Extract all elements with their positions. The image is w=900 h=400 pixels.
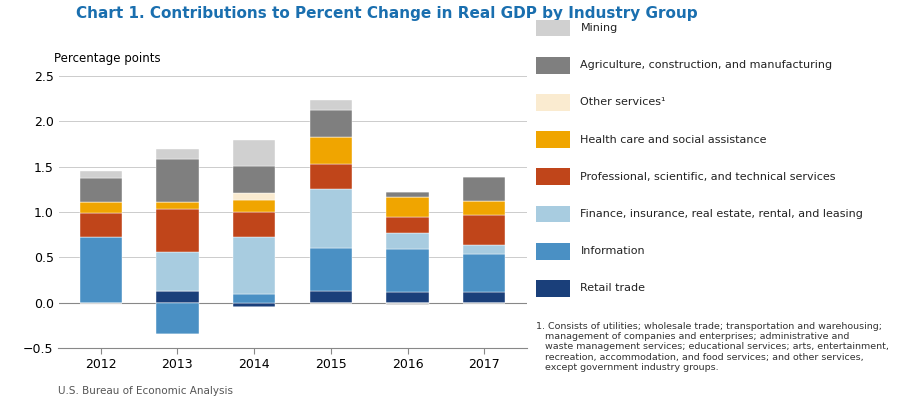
Bar [233,166,275,193]
Text: Health care and social assistance: Health care and social assistance [580,134,767,144]
Bar [310,248,352,291]
Bar [233,212,275,237]
Bar [464,292,506,303]
Bar [464,215,506,245]
Bar [233,200,275,212]
Bar [157,150,199,158]
Bar [386,233,428,249]
Bar [386,303,428,305]
Bar [157,202,199,209]
Bar [310,100,352,110]
Bar [464,177,506,201]
Text: Professional, scientific, and technical services: Professional, scientific, and technical … [580,172,836,182]
Text: Information: Information [580,246,645,256]
Bar [310,189,352,248]
Bar [157,158,199,202]
Bar [157,209,199,252]
Bar [310,291,352,303]
Text: Finance, insurance, real estate, rental, and leasing: Finance, insurance, real estate, rental,… [580,209,863,219]
Text: Mining: Mining [580,23,617,33]
Bar [464,245,506,254]
Text: Chart 1. Contributions to Percent Change in Real GDP by Industry Group: Chart 1. Contributions to Percent Change… [76,6,698,21]
Bar [386,292,428,303]
Bar [233,140,275,166]
Text: Retail trade: Retail trade [580,283,645,294]
Bar [464,201,506,215]
Bar [157,291,199,303]
Bar [386,216,428,233]
Bar [233,237,275,294]
Bar [79,213,122,237]
Bar [157,303,199,334]
Bar [233,294,275,303]
Text: Other services¹: Other services¹ [580,97,666,107]
Bar [79,237,122,303]
Bar [310,137,352,164]
Text: U.S. Bureau of Economic Analysis: U.S. Bureau of Economic Analysis [58,386,233,396]
Text: Agriculture, construction, and manufacturing: Agriculture, construction, and manufactu… [580,60,832,70]
Bar [157,252,199,291]
Bar [464,254,506,292]
Bar [386,192,428,196]
Bar [79,178,122,202]
Bar [233,303,275,307]
Bar [310,164,352,189]
Bar [79,202,122,213]
Bar [386,196,428,216]
Bar [310,110,352,137]
Bar [386,249,428,292]
Text: Percentage points: Percentage points [54,52,160,65]
Text: 1. Consists of utilities; wholesale trade; transportation and warehousing;
   ma: 1. Consists of utilities; wholesale trad… [536,322,888,372]
Bar [233,193,275,200]
Bar [79,171,122,178]
